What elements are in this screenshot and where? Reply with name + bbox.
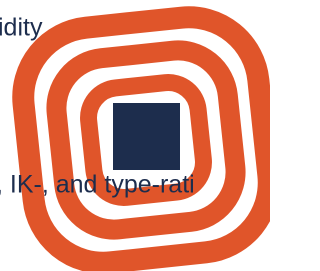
center-square	[113, 103, 180, 170]
icon-canvas: idity , IK-, and type-rati	[0, 0, 270, 271]
page: {"text_fragments": {"top": "idity", "mid…	[0, 0, 270, 271]
text-fragment: , IK-, and type-rati	[0, 171, 195, 199]
text-fragment: idity	[0, 14, 43, 42]
